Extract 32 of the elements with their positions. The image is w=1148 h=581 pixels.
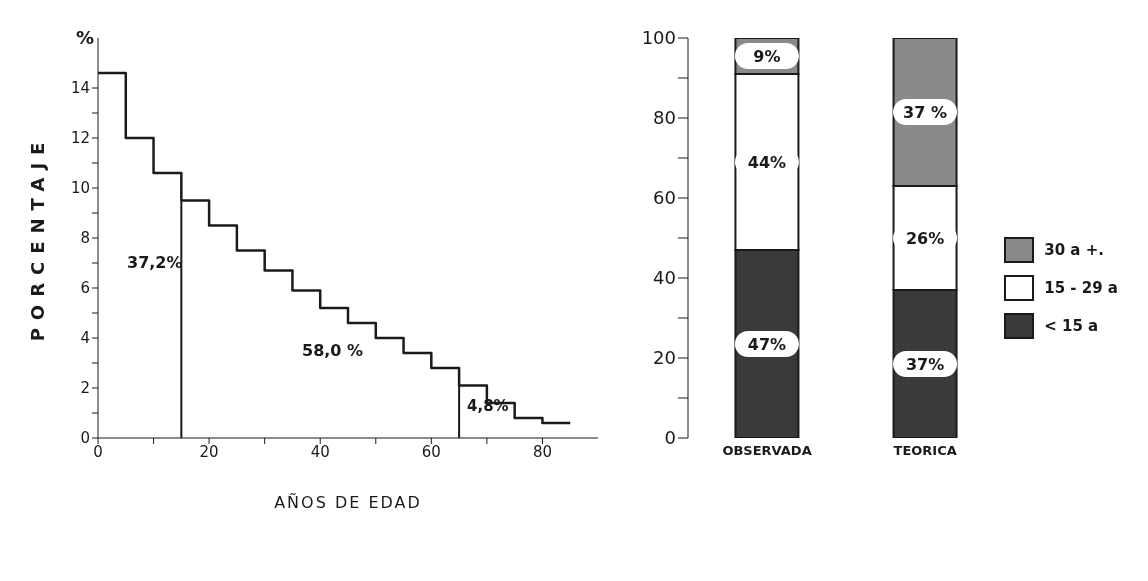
y-tick-label: 2 (80, 379, 90, 398)
x-tick-label: 20 (199, 442, 219, 461)
data-label: 44% (747, 152, 787, 172)
data-label: 47% (747, 334, 787, 354)
y-tick-label: 80 (653, 107, 676, 129)
x-tick-label: 0 (93, 442, 103, 461)
data-label: 37% (905, 354, 945, 374)
x-tick-label: 40 (310, 442, 330, 461)
y-tick-label: 14 (70, 79, 90, 98)
y-tick-label: 8 (80, 229, 90, 248)
y-tick-label: 6 (80, 279, 90, 298)
legend-label: 30 a +. (1044, 241, 1104, 259)
x-tick-label: 60 (421, 442, 441, 461)
y-tick-label: 40 (653, 267, 676, 289)
y-tick-label: 4 (80, 329, 90, 348)
x-tick-label: OBSERVADA (722, 443, 812, 459)
annotation: 58,0 % (302, 340, 364, 360)
y-tick-label: 12 (70, 129, 90, 148)
data-label: 26% (905, 228, 945, 248)
x-tick-label: TEORICA (893, 443, 957, 459)
legend-label: 15 - 29 a (1044, 279, 1118, 297)
data-label: 37 % (903, 102, 947, 122)
text: % (75, 27, 94, 49)
x-axis-title: AÑOS DE EDAD (274, 493, 422, 512)
data-label: 9% (753, 46, 781, 66)
legend-label: < 15 a (1044, 317, 1099, 335)
y-axis-title: PORCENTAJE (27, 134, 49, 342)
y-tick-label: 100 (641, 27, 676, 49)
y-tick-label: 20 (653, 347, 676, 369)
y-tick-label: 10 (70, 179, 90, 198)
x-tick-label: 80 (532, 442, 552, 461)
y-tick-label: 60 (653, 187, 676, 209)
